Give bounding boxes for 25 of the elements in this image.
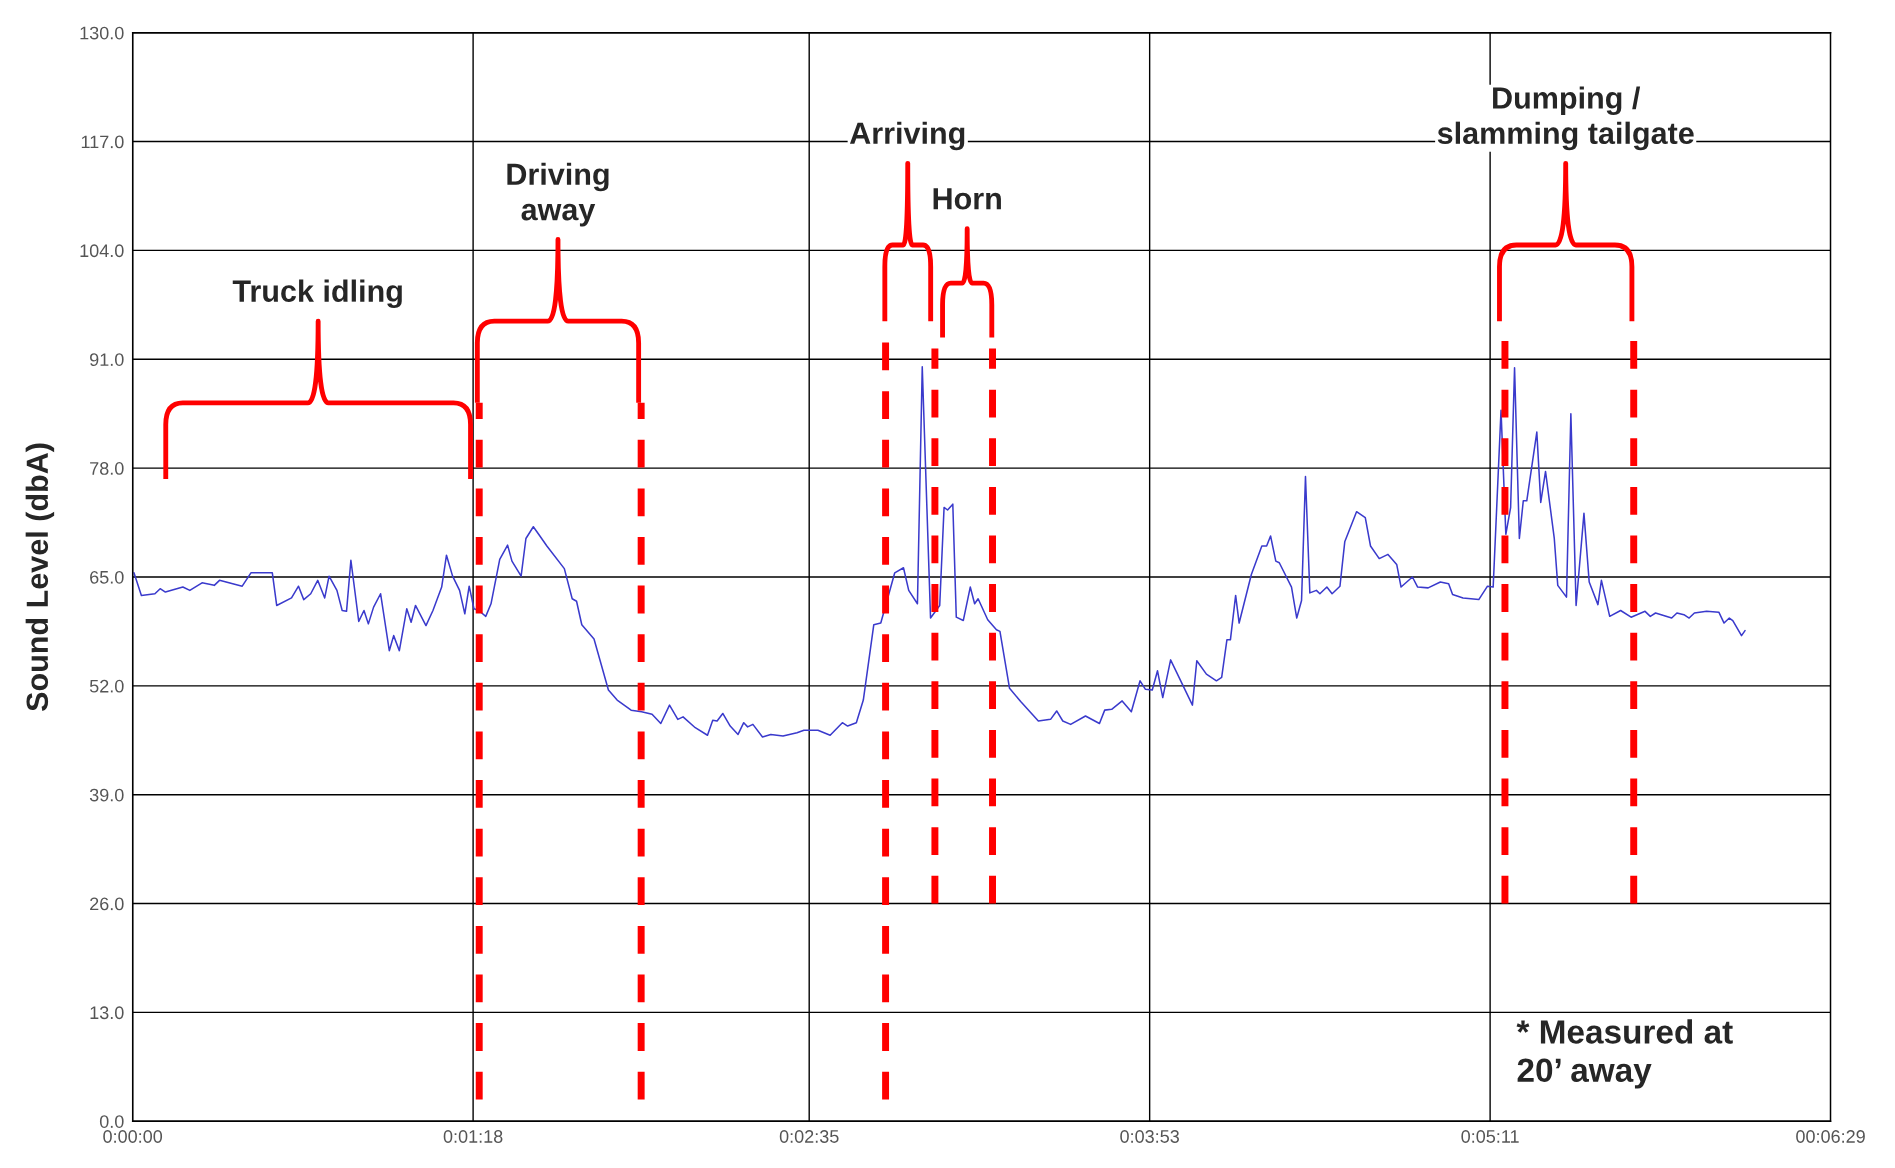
annotation: Driving away bbox=[507, 162, 609, 227]
y-tick-label: 13.0 bbox=[90, 1006, 124, 1020]
y-tick-label: 91.0 bbox=[90, 353, 124, 366]
y-tick-label: 26.0 bbox=[90, 897, 124, 911]
annotation: * Measured at 20’ away bbox=[1516, 1019, 1733, 1089]
x-tick-label: 00:06:29 bbox=[1796, 1130, 1865, 1143]
y-tick-label: 78.0 bbox=[90, 462, 124, 475]
y-axis-title: Sound Level (dbA) bbox=[25, 443, 55, 712]
y-tick-label: 104.0 bbox=[80, 244, 124, 258]
y-tick-label: 0.0 bbox=[99, 1115, 124, 1128]
y-tick-label: 65.0 bbox=[90, 570, 124, 584]
x-tick-label: 0:02:35 bbox=[779, 1130, 839, 1143]
x-tick-label: 0:05:11 bbox=[1461, 1130, 1519, 1143]
annotation: Truck idling bbox=[232, 279, 402, 309]
y-tick-label: 130.0 bbox=[80, 26, 124, 40]
x-tick-label: 0:00:00 bbox=[103, 1130, 163, 1143]
annotation: Dumping / slamming tailgate bbox=[1437, 86, 1694, 151]
y-tick-label: 52.0 bbox=[89, 679, 124, 693]
annotation: Horn bbox=[933, 188, 1001, 210]
y-tick-label: 117.0 bbox=[81, 135, 124, 149]
x-tick-label: 0:03:53 bbox=[1120, 1130, 1179, 1143]
line-series bbox=[133, 366, 1746, 738]
y-tick-label: 39.0 bbox=[89, 788, 124, 802]
x-tick-label: 0:01:18 bbox=[443, 1130, 503, 1143]
annotation: Arriving bbox=[849, 121, 965, 151]
